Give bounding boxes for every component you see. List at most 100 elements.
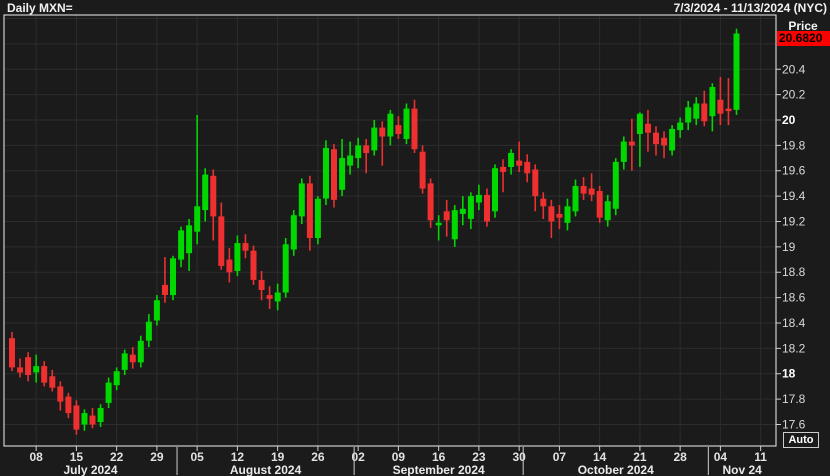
candle <box>443 199 450 237</box>
price-tick-label: 19.4 <box>782 189 806 203</box>
candle-body-up <box>202 174 209 211</box>
candle <box>532 164 539 212</box>
candle-body-up <box>186 225 193 254</box>
candle <box>113 367 120 391</box>
candle <box>121 349 128 375</box>
candle-body-up <box>153 300 160 321</box>
price-tick-label: 20.4 <box>782 62 806 76</box>
date-tick-label: 23 <box>472 450 486 464</box>
price-tick-label: 17.8 <box>782 392 806 406</box>
candle <box>355 137 362 169</box>
date-tick-label: 21 <box>633 450 647 464</box>
candle-body-up <box>339 158 346 190</box>
candle-body-down <box>725 108 732 112</box>
candle <box>298 178 305 224</box>
candle-body-up <box>685 107 692 123</box>
candle <box>427 178 434 228</box>
candle <box>17 358 24 378</box>
date-tick-label: 12 <box>231 450 245 464</box>
date-tick-label: 29 <box>150 450 164 464</box>
candle <box>628 118 635 171</box>
candle <box>153 295 160 326</box>
candle-body-up <box>403 108 410 139</box>
candle <box>556 205 563 230</box>
candle <box>258 271 265 301</box>
candle-body-down <box>242 243 249 251</box>
candle-body-up <box>677 122 684 131</box>
candle <box>677 117 684 138</box>
candle <box>411 99 418 153</box>
candle <box>371 120 378 156</box>
candle-body-up <box>97 408 104 422</box>
candle <box>653 126 659 156</box>
candle <box>339 139 346 197</box>
date-tick-label: 09 <box>392 450 406 464</box>
candle-body-up <box>298 183 305 217</box>
candle-body-down <box>331 149 337 200</box>
month-label: Nov 24 <box>722 463 762 476</box>
candle-body-down <box>548 206 555 222</box>
month-label: July 2024 <box>63 463 117 476</box>
candle-body-up <box>387 113 394 137</box>
candle <box>33 354 40 383</box>
candle <box>266 286 273 309</box>
candle-body-up <box>137 340 144 363</box>
auto-scale-button[interactable]: Auto <box>783 432 819 448</box>
chart-title: Daily MXN= <box>7 1 73 15</box>
price-tick-label: 18.8 <box>782 265 806 279</box>
candle <box>274 283 281 311</box>
date-tick-label: 19 <box>271 450 285 464</box>
candle <box>484 188 490 227</box>
candle <box>57 381 64 411</box>
candle <box>97 404 104 427</box>
candle-body-down <box>162 284 168 295</box>
candle-body-down <box>379 127 386 137</box>
candle-body-down <box>395 125 402 134</box>
candle <box>661 131 668 159</box>
candle-body-down <box>717 99 724 114</box>
date-tick-label: 16 <box>432 450 446 464</box>
candle <box>162 257 168 303</box>
candle <box>403 103 410 145</box>
candle <box>178 226 185 268</box>
candle <box>170 255 176 301</box>
candle-body-down <box>129 354 136 363</box>
candle <box>210 169 217 241</box>
candle-body-down <box>250 250 257 280</box>
date-tick-label: 30 <box>512 450 526 464</box>
candle-body-down <box>443 211 450 221</box>
date-tick-label: 22 <box>110 450 124 464</box>
candle-body-up <box>564 206 571 223</box>
candle-body-down <box>532 169 539 197</box>
candle <box>89 408 96 429</box>
candle <box>492 164 498 218</box>
candle <box>363 139 370 174</box>
candle-body-down <box>9 338 15 368</box>
candle-body-down <box>556 213 563 218</box>
date-tick-label: 14 <box>593 450 607 464</box>
candle-body-down <box>653 132 659 145</box>
candle <box>717 76 724 126</box>
price-tick-label: 19.8 <box>782 138 806 152</box>
candle-body-up <box>371 127 378 151</box>
candle <box>524 154 531 183</box>
candle-body-down <box>65 396 72 414</box>
price-tick-label: 19.6 <box>782 164 806 178</box>
candle <box>475 184 482 211</box>
candle <box>451 205 458 247</box>
candle-body-up <box>620 141 627 162</box>
candle-body-up <box>194 206 201 232</box>
candle-body-down <box>427 183 434 221</box>
candle-body-down <box>588 188 595 195</box>
candle <box>379 121 386 166</box>
candle-body-up <box>323 147 329 199</box>
candle <box>145 314 152 348</box>
candle <box>725 78 732 126</box>
candle-body-down <box>210 175 217 217</box>
candle-body-up <box>113 371 120 386</box>
candle-body-down <box>266 295 273 299</box>
candle-body-down <box>540 198 547 207</box>
candle <box>81 409 88 431</box>
